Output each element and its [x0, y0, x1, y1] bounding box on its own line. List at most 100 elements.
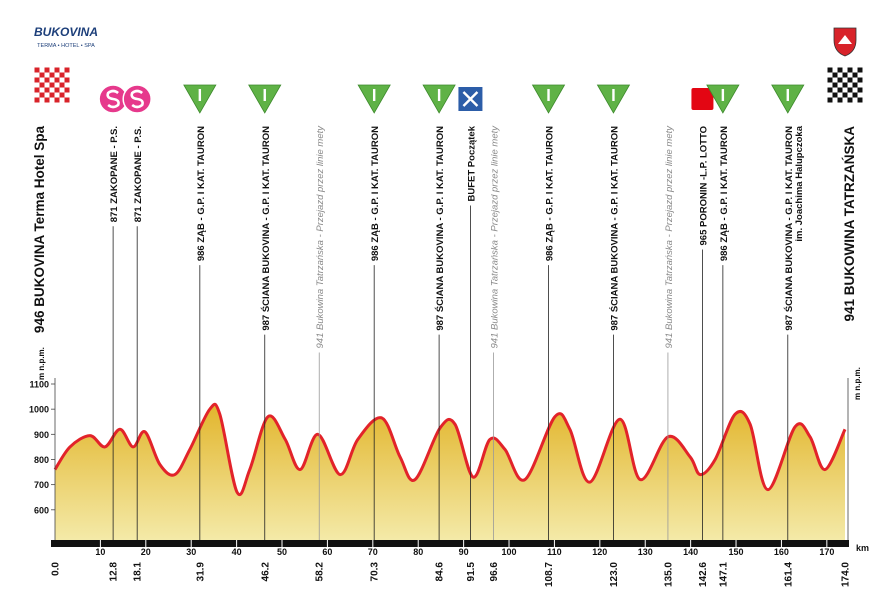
climb-icon — [422, 84, 456, 114]
flag-cell — [857, 77, 863, 83]
climb-icon — [596, 84, 631, 114]
flag-cell — [59, 82, 65, 88]
climb-bar — [198, 89, 202, 101]
flag-cell — [49, 82, 55, 88]
flag-cell — [832, 72, 838, 78]
flag-cell — [842, 72, 848, 78]
flag-cell — [837, 67, 843, 73]
y-tick-label: 800 — [34, 455, 49, 465]
waypoint-km: 84.6 — [435, 562, 446, 582]
sprint-icon — [98, 84, 128, 114]
climb-icon — [183, 84, 217, 114]
waypoint-km: 70.3 — [370, 562, 381, 582]
flag-cell — [847, 97, 853, 103]
waypoint-km: 31.9 — [195, 562, 206, 582]
profile-line — [53, 402, 847, 496]
finish-flag — [827, 67, 863, 103]
y-tick-label: 700 — [34, 480, 49, 490]
y-tick-label: 1100 — [29, 380, 49, 390]
flag-cell — [827, 67, 833, 73]
x-tick-label: 40 — [232, 547, 242, 557]
flag-cell — [44, 77, 50, 83]
waypoint-label: 965 PORONIN -L.P. LOTTO — [698, 126, 709, 245]
sprint-s — [130, 89, 144, 109]
waypoint-label: 987 ŚCIANA BUKOVINA - G.P. I KAT. TAURON — [434, 126, 446, 331]
flag-cell — [39, 82, 45, 88]
flag-cell — [34, 87, 40, 93]
waypoint-label: 871 ZAKOPANE - P.S. — [109, 126, 120, 222]
x-tick-label: 150 — [729, 547, 744, 557]
x-tick-label: 80 — [413, 547, 423, 557]
waypoint-label: 987 ŚCIANA BUKOVINA - G.P. I KAT. TAURON — [608, 126, 620, 331]
waypoint-km: 46.2 — [260, 562, 271, 582]
waypoint-km: 161.4 — [783, 562, 794, 587]
flag-cell — [64, 77, 70, 83]
logo-subtitle: TERMA • HOTEL • SPA — [37, 43, 95, 49]
y-axis-label: m n.p.m. — [37, 347, 46, 380]
feed-icon — [458, 87, 483, 111]
flag-cell — [54, 77, 60, 83]
flag-cell — [54, 97, 60, 103]
flag-cell — [857, 87, 863, 93]
logo-title: BUKOVINA — [34, 25, 98, 39]
climb-bar — [372, 89, 376, 101]
flag-cell — [827, 87, 833, 93]
flag-cell — [842, 92, 848, 98]
flag-cell — [44, 87, 50, 93]
start-flag — [34, 67, 70, 103]
flag-cell — [59, 72, 65, 78]
x-tick-label: 70 — [368, 547, 378, 557]
flag-cell — [44, 97, 50, 103]
feed-cutlery — [462, 91, 479, 107]
waypoint-km: 0.0 — [51, 562, 62, 576]
climb-bar — [786, 89, 789, 101]
waypoint-km: 91.5 — [466, 562, 477, 582]
flag-cell — [832, 92, 838, 98]
waypoint-label: 941 Bukowina Tatrzańska - Przejazd przez… — [664, 125, 675, 349]
flag-cell — [832, 82, 838, 88]
waypoint-sublabel: im. Joachima Halupczoka — [794, 125, 805, 241]
flag-cell — [837, 87, 843, 93]
waypoint-label: 941 Bukowina Tatrzańska - Przejazd przez… — [315, 125, 326, 349]
waypoint-km: 123.0 — [609, 562, 620, 587]
flag-cell — [847, 77, 853, 83]
y-axis-label-right: m n.p.m. — [853, 367, 862, 400]
x-tick-label: 30 — [186, 547, 196, 557]
x-tick-label: 10 — [95, 547, 105, 557]
y-tick-label: 1000 — [29, 405, 49, 415]
waypoint-label: 941 Bukowina Tatrzańska - Przejazd przez… — [490, 125, 501, 349]
climb-icon — [706, 84, 740, 114]
waypoint-km: 147.1 — [718, 562, 729, 587]
x-tick-label: 160 — [774, 547, 789, 557]
x-tick-label: 90 — [459, 547, 469, 557]
flag-cell — [54, 87, 60, 93]
waypoint-km: 108.7 — [544, 562, 555, 587]
climb-bar — [721, 89, 725, 101]
x-tick-label: 110 — [547, 547, 562, 557]
sprint-icon — [122, 84, 152, 114]
waypoint-km: 135.0 — [663, 562, 674, 587]
flag-cell — [857, 67, 863, 73]
x-tick-label: 60 — [322, 547, 332, 557]
waypoint-km: 96.6 — [489, 562, 500, 582]
flag-cell — [64, 87, 70, 93]
waypoint-label: 986 ZĄB - G.P. I KAT. TAURON — [545, 126, 556, 261]
flag-cell — [34, 97, 40, 103]
flag-cell — [847, 87, 853, 93]
sprint-s — [106, 89, 120, 109]
lotto-icon — [691, 88, 714, 110]
x-tick-label: 130 — [638, 547, 653, 557]
flag-cell — [852, 82, 858, 88]
flag-cell — [49, 72, 55, 78]
x-axis-bar — [51, 540, 849, 547]
flag-cell — [847, 67, 853, 73]
flag-cell — [852, 92, 858, 98]
x-tick-label: 100 — [502, 547, 517, 557]
waypoint-km: 142.6 — [698, 562, 709, 587]
x-axis-label: km — [856, 543, 869, 553]
crest — [833, 27, 857, 57]
profile-area — [55, 404, 845, 540]
waypoint-label: 941 BUKOWINA TATRZAŃSKA — [842, 126, 857, 322]
waypoint-km: 174.0 — [841, 562, 852, 587]
